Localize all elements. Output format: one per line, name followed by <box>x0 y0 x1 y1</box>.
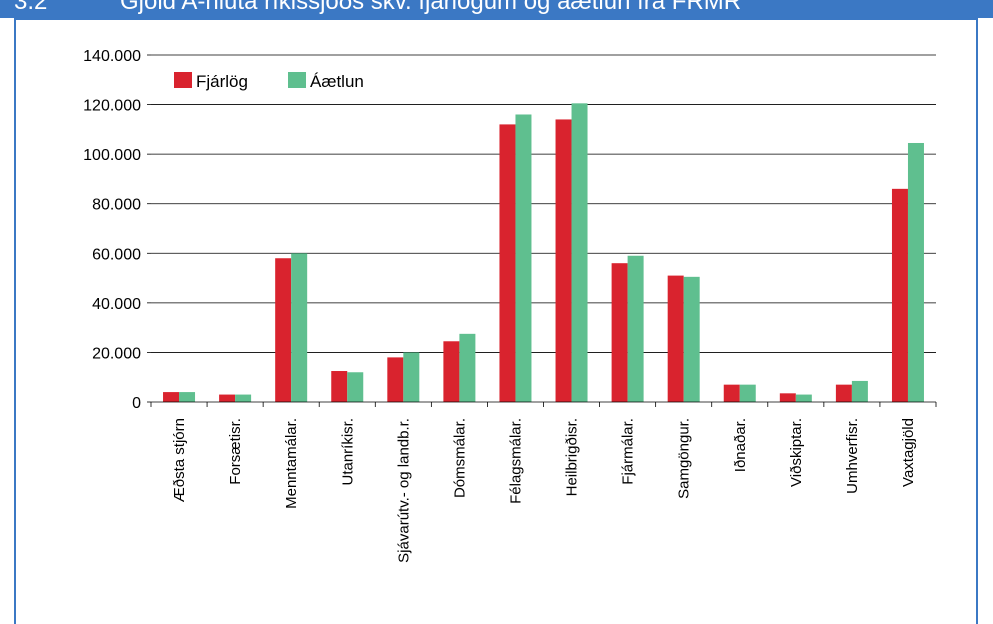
bar-aetlun <box>907 142 924 402</box>
legend-label: Fjárlög <box>196 72 248 91</box>
section-title: Gjöld A-hluta ríkissjóðs skv. fjárlögum … <box>120 0 742 15</box>
bar-fjarlog <box>219 394 236 402</box>
legend-label: Áætlun <box>310 72 364 91</box>
bar-aetlun <box>347 372 364 402</box>
bar-aetlun <box>627 255 644 402</box>
y-tick-label: 60.000 <box>92 246 141 263</box>
x-tick-label: Dómsmálar. <box>451 418 468 498</box>
x-tick-label: Vaxtagjöld <box>900 418 917 487</box>
bar-fjarlog <box>163 392 180 402</box>
bar-fjarlog <box>779 393 796 402</box>
x-tick-label: Viðskiptar. <box>788 418 805 487</box>
bar-fjarlog <box>667 275 684 402</box>
section-number: 3.2 <box>14 0 48 15</box>
y-tick-label: 80.000 <box>92 197 141 214</box>
x-tick-label: Umhverfisr. <box>844 418 861 494</box>
bar-aetlun <box>403 352 420 402</box>
x-tick-label: Forsætisr. <box>227 418 244 485</box>
bar-aetlun <box>459 333 476 402</box>
bar-aetlun <box>739 384 756 402</box>
x-tick-label: Æðsta stjórn <box>171 418 188 502</box>
bar-fjarlog <box>611 263 628 402</box>
x-tick-label: Sjávarútv.- og landb.r. <box>395 418 412 563</box>
bar-aetlun <box>851 380 868 402</box>
legend-swatch <box>288 72 306 88</box>
y-tick-label: 40.000 <box>92 296 141 313</box>
section-header: 3.2 Gjöld A-hluta ríkissjóðs skv. fjárlö… <box>0 0 993 18</box>
x-tick-label: Utanríkisr. <box>339 418 356 486</box>
bar-fjarlog <box>723 384 740 402</box>
bar-aetlun <box>795 394 812 402</box>
y-tick-label: 0 <box>132 395 141 412</box>
bar-fjarlog <box>443 341 460 402</box>
legend-swatch <box>174 72 192 88</box>
legend: Fjárlög Áætlun <box>174 72 364 91</box>
bar-aetlun <box>571 103 588 402</box>
x-tick-label: Samgöngur. <box>676 418 693 499</box>
y-tick-label: 20.000 <box>92 345 141 362</box>
bar-fjarlog <box>275 258 292 402</box>
bar-fjarlog <box>835 384 852 402</box>
y-axis-ticks: 0 20.000 40.000 60.000 80.000 100.000 120.000 1… <box>83 48 151 412</box>
x-tick-label: Félagsmálar. <box>507 418 524 504</box>
y-tick-label: 120.000 <box>83 98 141 115</box>
x-axis-ticks <box>150 402 937 407</box>
bar-aetlun <box>235 394 252 402</box>
y-tick-label: 100.000 <box>83 147 141 164</box>
bar-fjarlog <box>555 119 572 402</box>
bar-aetlun <box>291 253 308 402</box>
bar-fjarlog <box>331 371 348 402</box>
bar-fjarlog <box>387 357 404 402</box>
bars <box>163 103 924 403</box>
bar-aetlun <box>515 114 532 402</box>
bar-aetlun <box>179 392 196 402</box>
bar-fjarlog <box>499 124 516 403</box>
y-tick-label: 140.000 <box>83 48 141 65</box>
x-tick-label: Fjármálar. <box>620 418 637 485</box>
chart-frame <box>14 18 978 624</box>
x-tick-label: Heilbrigðisr. <box>564 418 581 496</box>
gridlines <box>151 54 936 353</box>
x-axis-labels: Æðsta stjórn Forsætisr. Menntamálar. Utanrí… <box>171 418 917 563</box>
bar-aetlun <box>683 276 700 402</box>
x-tick-label: Iðnaðar. <box>732 418 749 472</box>
bar-fjarlog <box>891 188 908 402</box>
x-tick-label: Menntamálar. <box>283 418 300 509</box>
